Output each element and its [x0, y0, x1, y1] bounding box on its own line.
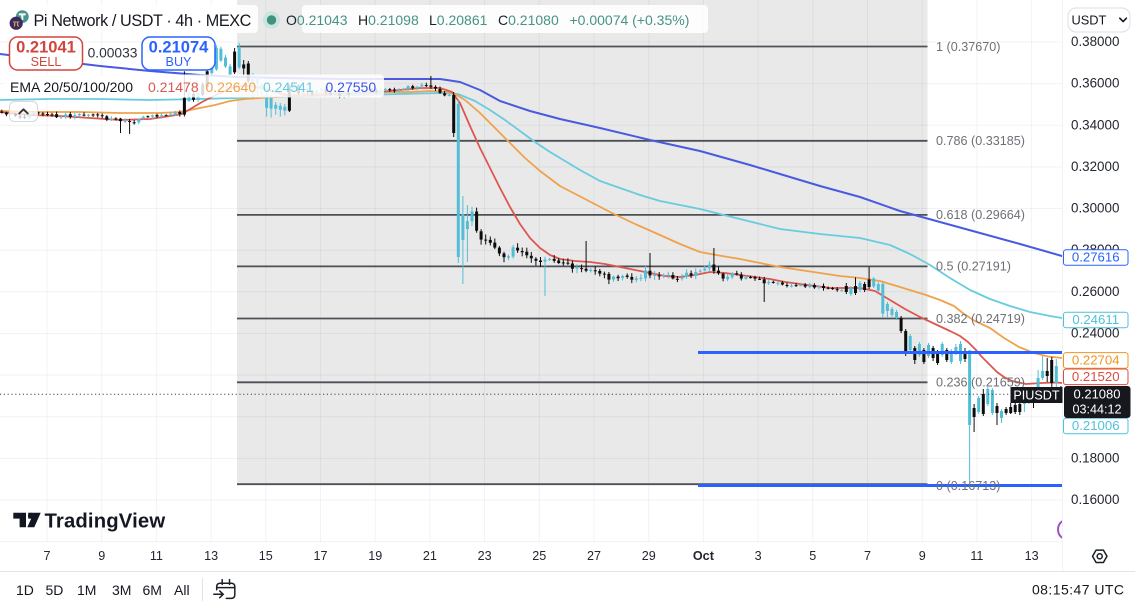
- svg-text:0 (0.16713): 0 (0.16713): [936, 479, 1000, 493]
- svg-text:+0.00074 (+0.35%): +0.00074 (+0.35%): [570, 12, 690, 28]
- svg-text:29: 29: [642, 549, 656, 563]
- svg-text:0.16000: 0.16000: [1071, 492, 1119, 507]
- svg-text:9: 9: [98, 549, 105, 563]
- svg-text:O0.21043: O0.21043: [286, 12, 348, 28]
- svg-text:27: 27: [587, 549, 601, 563]
- svg-text:13: 13: [1025, 549, 1039, 563]
- svg-text:3: 3: [755, 549, 762, 563]
- svg-text:7: 7: [864, 549, 871, 563]
- svg-text:15: 15: [259, 549, 273, 563]
- svg-text:0.22640: 0.22640: [206, 79, 257, 95]
- svg-text:03:44:12: 03:44:12: [1072, 403, 1121, 417]
- svg-text:6M: 6M: [143, 582, 162, 598]
- svg-text:TradingView: TradingView: [45, 511, 166, 533]
- svg-text:0.5 (0.27191): 0.5 (0.27191): [936, 260, 1011, 274]
- svg-text:0.21006: 0.21006: [1072, 418, 1120, 433]
- svg-text:USDT: USDT: [1072, 13, 1107, 28]
- svg-text:0.26000: 0.26000: [1071, 284, 1119, 299]
- svg-text:21: 21: [423, 549, 437, 563]
- svg-text:5D: 5D: [46, 582, 64, 598]
- svg-text:H0.21098: H0.21098: [358, 12, 419, 28]
- svg-text:1D: 1D: [16, 582, 34, 598]
- svg-text:All: All: [174, 582, 190, 598]
- svg-text:L0.20861: L0.20861: [429, 12, 488, 28]
- svg-text:0.21074: 0.21074: [149, 39, 209, 57]
- svg-text:C0.21080: C0.21080: [498, 12, 559, 28]
- svg-text:0.22704: 0.22704: [1072, 353, 1120, 368]
- svg-text:7: 7: [43, 549, 50, 563]
- svg-text:Pi Network / USDT · 4h · MEXC: Pi Network / USDT · 4h · MEXC: [34, 12, 252, 30]
- svg-text:0.382 (0.24719): 0.382 (0.24719): [936, 312, 1025, 326]
- svg-text:PIUSDT: PIUSDT: [1013, 388, 1059, 402]
- svg-text:0.30000: 0.30000: [1071, 201, 1119, 216]
- svg-text:SELL: SELL: [31, 55, 62, 69]
- svg-text:9: 9: [919, 549, 926, 563]
- svg-text:08:15:47 UTC: 08:15:47 UTC: [1032, 582, 1125, 598]
- svg-text:0.36000: 0.36000: [1071, 76, 1119, 91]
- svg-text:0.00033: 0.00033: [88, 46, 138, 61]
- svg-text:0.32000: 0.32000: [1071, 159, 1119, 174]
- svg-text:0.21478: 0.21478: [148, 79, 199, 95]
- svg-text:17: 17: [313, 549, 327, 563]
- svg-text:5: 5: [809, 549, 816, 563]
- svg-text:0.21041: 0.21041: [16, 39, 76, 57]
- svg-text:3M: 3M: [112, 582, 131, 598]
- svg-text:13: 13: [204, 549, 218, 563]
- svg-text:0.21520: 0.21520: [1072, 369, 1120, 384]
- svg-text:0.24611: 0.24611: [1072, 312, 1119, 327]
- svg-text:EMA 20/50/100/200: EMA 20/50/100/200: [10, 79, 133, 95]
- svg-text:0.38000: 0.38000: [1071, 34, 1119, 49]
- svg-text:0.21080: 0.21080: [1074, 387, 1121, 402]
- svg-text:0.24541: 0.24541: [263, 79, 314, 95]
- svg-text:0.27550: 0.27550: [326, 79, 377, 95]
- svg-text:0.27616: 0.27616: [1072, 250, 1120, 265]
- svg-text:25: 25: [532, 549, 546, 563]
- svg-text:11: 11: [970, 549, 983, 563]
- svg-text:23: 23: [478, 549, 492, 563]
- svg-text:0.786 (0.33185): 0.786 (0.33185): [936, 134, 1025, 148]
- svg-text:1M: 1M: [77, 582, 96, 598]
- svg-text:π: π: [13, 18, 20, 28]
- svg-text:1 (0.37670): 1 (0.37670): [936, 40, 1000, 54]
- svg-text:0.618 (0.29664): 0.618 (0.29664): [936, 208, 1025, 222]
- svg-text:BUY: BUY: [166, 55, 192, 69]
- svg-text:0.236 (0.21659): 0.236 (0.21659): [936, 376, 1025, 390]
- svg-text:0.34000: 0.34000: [1071, 117, 1119, 132]
- svg-text:Oct: Oct: [693, 549, 715, 563]
- svg-text:19: 19: [368, 549, 382, 563]
- svg-text:11: 11: [150, 549, 163, 563]
- svg-text:0.24000: 0.24000: [1071, 326, 1119, 341]
- svg-text:0.18000: 0.18000: [1071, 450, 1119, 465]
